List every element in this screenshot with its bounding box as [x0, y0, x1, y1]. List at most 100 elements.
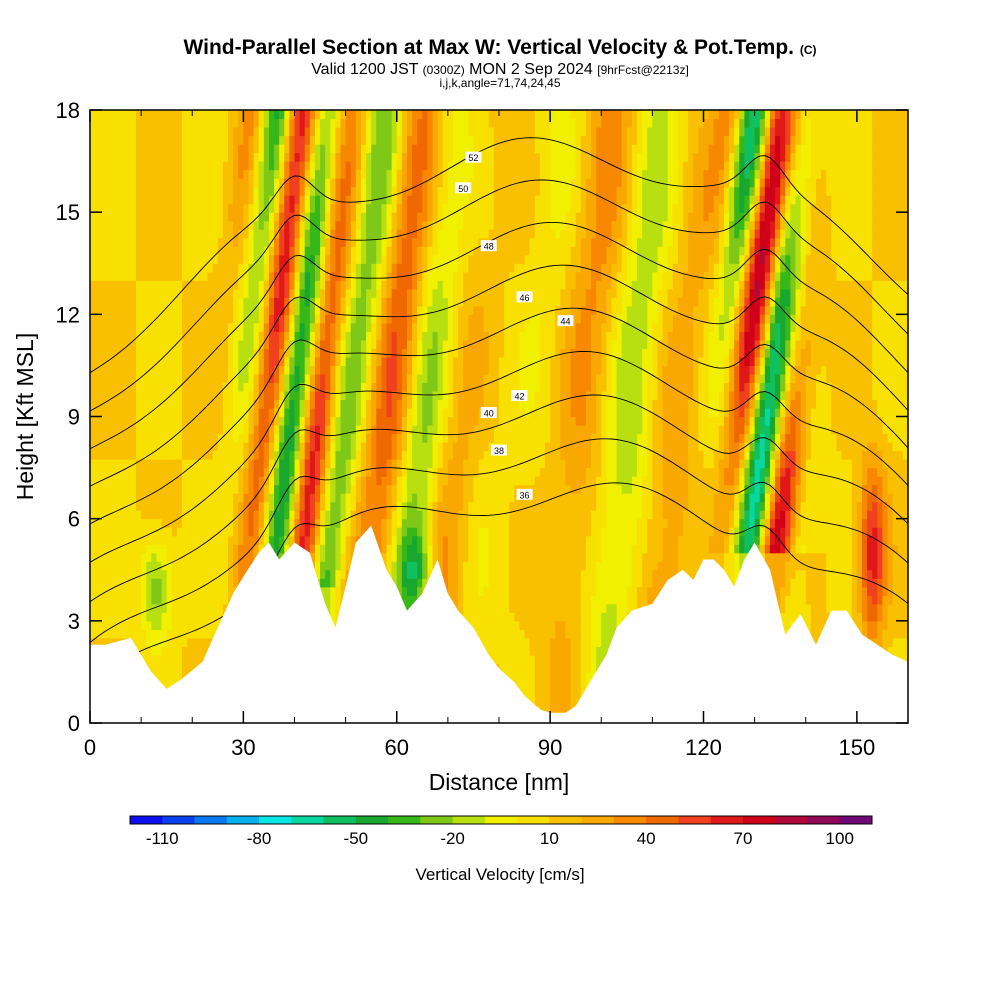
field-cell	[120, 373, 127, 384]
field-cell	[401, 212, 408, 222]
field-cell	[161, 212, 168, 222]
field-cell	[222, 178, 229, 188]
field-cell	[360, 314, 367, 324]
field-cell	[207, 373, 214, 384]
field-cell	[299, 484, 306, 494]
field-cell	[412, 118, 418, 128]
field-cell	[192, 339, 198, 349]
field-cell	[105, 501, 112, 511]
field-cell	[222, 152, 229, 162]
field-cell	[166, 220, 173, 230]
field-cell	[325, 348, 331, 358]
field-cell	[258, 544, 265, 554]
field-cell	[233, 535, 239, 545]
field-cell	[217, 527, 224, 537]
field-cell	[151, 390, 158, 401]
field-cell	[366, 476, 372, 486]
field-cell	[207, 297, 214, 307]
field-cell	[258, 382, 265, 392]
field-cell	[330, 322, 336, 332]
field-cell	[412, 237, 418, 247]
field-cell	[396, 356, 403, 367]
field-cell	[217, 510, 224, 520]
field-cell	[166, 186, 173, 196]
field-cell	[130, 586, 137, 596]
field-cell	[130, 127, 137, 137]
field-cell	[366, 356, 372, 367]
field-cell	[217, 169, 224, 179]
field-cell	[320, 390, 326, 401]
field-cell	[253, 459, 260, 469]
field-cell	[366, 339, 372, 349]
field-cell	[202, 314, 209, 324]
field-cell	[360, 135, 367, 145]
field-cell	[217, 305, 224, 315]
field-cell	[437, 433, 444, 443]
field-cell	[115, 178, 122, 188]
field-cell	[115, 373, 122, 384]
field-cell	[166, 254, 173, 264]
field-cell	[105, 118, 112, 128]
field-cell	[314, 169, 321, 179]
field-cell	[330, 612, 336, 622]
field-cell	[299, 135, 306, 145]
field-cell	[427, 118, 434, 128]
field-cell	[371, 450, 377, 460]
field-cell	[156, 416, 163, 426]
field-cell	[95, 135, 101, 145]
field-cell	[263, 339, 270, 349]
field-cell	[340, 280, 347, 290]
field-cell	[100, 152, 106, 162]
field-cell	[406, 433, 413, 443]
field-cell	[120, 501, 127, 511]
field-cell	[192, 152, 198, 162]
field-cell	[258, 195, 265, 205]
field-cell	[187, 246, 193, 256]
field-cell	[309, 288, 316, 298]
field-cell	[105, 322, 112, 332]
field-cell	[376, 433, 383, 443]
field-cell	[366, 110, 372, 120]
field-cell	[406, 365, 413, 375]
field-cell	[136, 144, 142, 154]
field-cell	[371, 229, 377, 239]
field-cell	[427, 144, 434, 154]
field-cell	[243, 203, 250, 213]
field-cell	[243, 195, 250, 205]
field-cell	[187, 476, 193, 486]
field-cell	[90, 425, 96, 435]
field-cell	[320, 186, 326, 196]
field-cell	[386, 178, 393, 188]
field-cell	[289, 535, 296, 545]
field-cell	[151, 203, 158, 213]
field-cell	[151, 144, 158, 154]
field-cell	[330, 467, 336, 477]
field-cell	[136, 501, 142, 511]
field-cell	[207, 195, 214, 205]
field-cell	[417, 305, 423, 315]
field-cell	[335, 178, 342, 188]
field-cell	[105, 237, 112, 247]
field-cell	[156, 654, 163, 664]
field-cell	[279, 144, 285, 154]
field-cell	[284, 493, 290, 503]
field-cell	[406, 118, 413, 128]
field-cell	[335, 322, 342, 332]
field-cell	[166, 229, 173, 239]
field-cell	[212, 433, 219, 443]
field-cell	[437, 425, 444, 435]
field-cell	[304, 399, 311, 409]
field-cell	[130, 544, 137, 554]
field-cell	[182, 450, 188, 460]
field-cell	[314, 339, 321, 349]
field-cell	[105, 186, 112, 196]
field-cell	[161, 161, 168, 171]
field-cell	[274, 263, 280, 273]
field-cell	[406, 178, 413, 188]
field-cell	[233, 552, 239, 562]
field-cell	[110, 518, 117, 528]
field-cell	[217, 373, 224, 384]
field-cell	[212, 322, 219, 332]
field-cell	[238, 229, 244, 239]
field-cell	[274, 399, 280, 409]
